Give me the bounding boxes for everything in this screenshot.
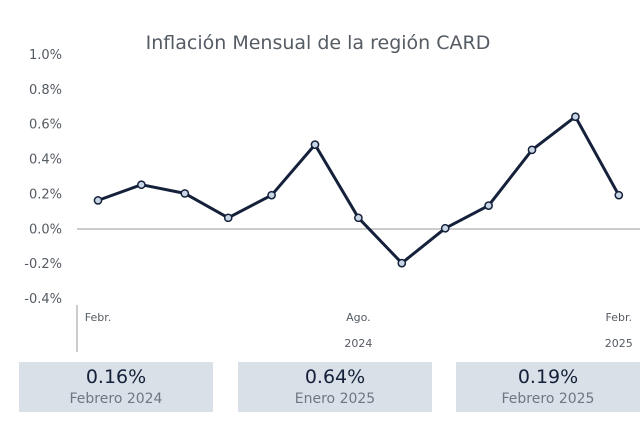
data-point: [137, 180, 146, 190]
stat-box-feb-2024: 0.16% Febrero 2024: [19, 362, 213, 412]
y-tick-label: 0.4%: [29, 153, 62, 168]
y-tick-label: 0.2%: [29, 187, 62, 202]
data-point: [310, 140, 320, 149]
data-point: [484, 201, 493, 210]
stat-value: 0.19%: [517, 366, 579, 388]
stat-box-feb-2025: 0.19% Febrero 2025: [456, 362, 640, 412]
x-axis-labels: Febr. Ago. Febr. 2024 2025: [85, 311, 633, 350]
inflation-series-line: [97, 115, 621, 265]
data-point: [93, 196, 103, 205]
x-year-label: 2024: [344, 337, 372, 350]
inflation-points: [93, 112, 624, 268]
y-axis: 1.0% 0.8% 0.6% 0.4% 0.2% 0.0% -0.2% -0.4%: [24, 48, 62, 307]
x-tick-label: Febr.: [606, 311, 633, 324]
y-tick-label: -0.4%: [24, 292, 62, 307]
data-point: [440, 223, 450, 233]
y-tick-label: -0.2%: [24, 257, 62, 272]
stat-value: 0.16%: [85, 366, 147, 388]
stat-box-jan-2025: 0.64% Enero 2025: [238, 362, 432, 412]
monthly-inflation-chart: Inflación Mensual de la región CARD 1.0%…: [24, 32, 640, 352]
data-point: [267, 190, 276, 200]
data-point: [354, 213, 363, 223]
data-point: [527, 145, 537, 155]
stat-label: Febrero 2024: [69, 391, 163, 407]
stat-label: Febrero 2025: [501, 391, 595, 407]
stat-label: Enero 2025: [294, 391, 376, 407]
x-tick-label: Febr.: [85, 311, 112, 324]
y-tick-label: 0.0%: [29, 222, 62, 237]
y-tick-label: 0.6%: [29, 118, 62, 133]
x-tick-label: Ago.: [346, 311, 371, 324]
data-point: [180, 189, 190, 198]
data-point: [614, 190, 624, 200]
data-point: [397, 258, 407, 268]
data-point: [223, 213, 233, 223]
y-tick-label: 1.0%: [29, 48, 62, 63]
x-year-label: 2025: [605, 337, 633, 350]
data-point: [571, 112, 580, 122]
y-tick-label: 0.8%: [29, 83, 62, 98]
chart-title: Inflación Mensual de la región CARD: [146, 32, 491, 54]
stat-value: 0.64%: [304, 366, 366, 388]
